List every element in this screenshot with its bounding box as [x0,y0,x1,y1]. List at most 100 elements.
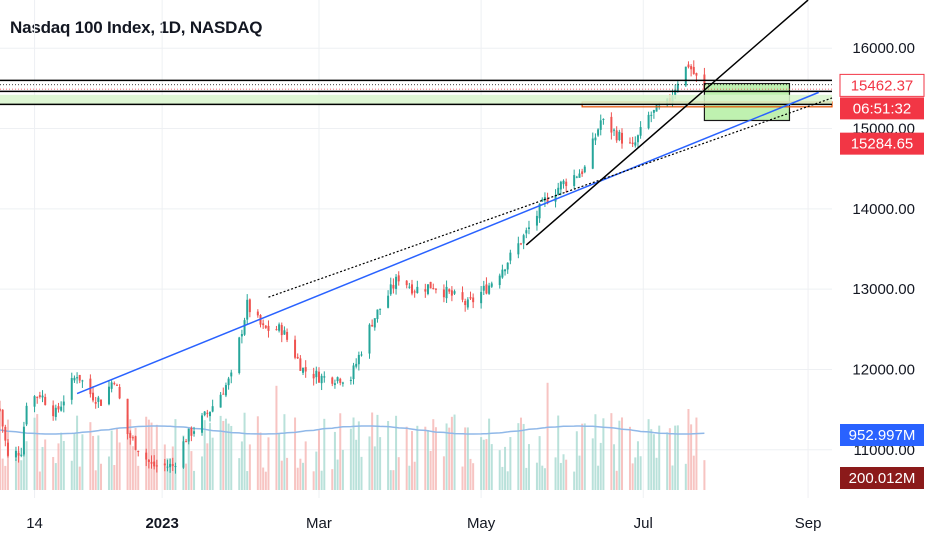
volume-bar [315,451,318,490]
candle-body [426,284,429,294]
candle-body [134,436,137,450]
candle-body [304,367,307,372]
volume-bar [243,412,246,490]
volume-bar [38,471,41,490]
candle-body [498,275,501,286]
volume-bar [408,465,411,490]
candle-body [38,395,41,397]
volume-bar [485,439,488,490]
candle-body [506,262,509,270]
candle-body [621,132,624,144]
volume-bar [134,427,137,490]
x-tick-label: Mar [306,515,332,532]
volume-bar [193,470,196,490]
candle-body [519,243,522,245]
candle-body [171,464,174,466]
volume-bar [450,416,453,490]
volume-bar [535,462,538,490]
volume-bar [557,415,560,490]
candle-body [652,110,655,113]
volume-bar [57,443,60,490]
volume-bar [278,433,281,490]
candle-body [575,176,578,178]
x-tick-label: 2023 [145,515,178,532]
candle-body [20,454,23,456]
candle-body [501,269,504,278]
candle-body [480,291,483,304]
volume-bar [676,425,679,490]
candle-body [166,466,169,468]
candle-body [36,396,39,398]
candle-body [368,324,371,354]
volume-bar [259,432,262,490]
candle-body [296,356,299,359]
volume-bar [426,430,429,490]
candle-body [222,393,225,395]
candle-body [299,358,302,371]
volume-bar [317,430,320,490]
candle-body [352,365,355,380]
volume-bar [302,462,305,490]
candle-body [264,325,267,328]
volume-bar [573,471,576,490]
countdown-badge-bg [840,97,924,120]
volume-bar [267,437,270,490]
volume-bar [591,438,594,490]
candle-body [461,292,464,300]
volume-bar [52,457,55,490]
candle-body [541,199,544,202]
candle-body [52,405,55,417]
candle-body [22,426,25,455]
candle-body [302,367,305,373]
volume-bar [392,470,395,490]
candle-body [248,299,251,313]
volume-bar [230,425,233,490]
volume-bar [636,441,639,490]
volume-bar [525,467,528,490]
volume-bars [0,382,706,490]
volume-bar [615,470,618,490]
x-tick-label: 14 [26,515,43,532]
candle-body [650,114,653,116]
horizontal-levels[interactable] [0,79,832,106]
volume-bar [238,458,241,490]
volume-bar [453,414,456,490]
y-axis[interactable]: 16000.0015000.0014000.0013000.0012000.00… [852,40,915,459]
candle-body [73,377,76,381]
volume-bar [445,423,448,490]
candle-body [89,378,92,395]
candle-body [565,181,568,187]
volume-bar [227,423,230,490]
candle-body [639,127,642,136]
volume-bar [692,455,695,490]
volume-bar [599,442,602,490]
candle-body [60,406,63,411]
candle-body [432,288,435,290]
volume-bar [323,418,326,490]
volume-bar [432,419,435,490]
volume-bar [703,460,706,490]
volume-bar [4,465,7,490]
candle-body [687,64,690,68]
candle-body [522,235,525,244]
candle-body [636,135,639,143]
volume-bar [131,446,134,490]
candle-body [14,450,17,458]
candle-body [411,284,414,294]
candle-body [315,370,318,378]
y-tick-label: 13000.00 [852,281,915,298]
candle-body [559,181,562,190]
candle-body [690,66,693,70]
y-tick-label: 16000.00 [852,40,915,57]
candle-body [554,194,557,202]
x-axis[interactable]: 14 2023 Mar May Jul Sep [26,515,821,532]
candle-body [538,203,541,219]
candle-body [655,105,658,112]
trendlines[interactable] [76,0,833,395]
volume-bar [97,435,100,490]
volume-bar [413,461,416,490]
volume-bar [602,418,605,490]
candle-body [543,197,546,201]
volume-bar [575,431,578,490]
